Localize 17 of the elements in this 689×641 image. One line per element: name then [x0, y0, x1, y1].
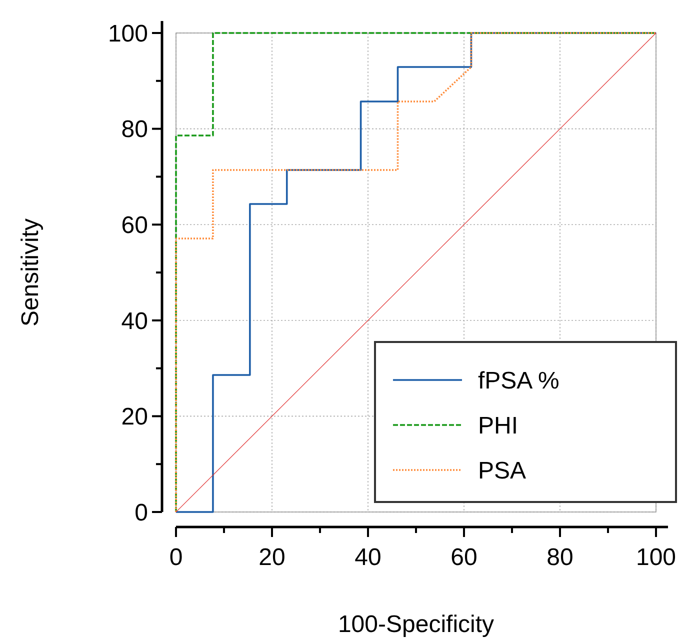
legend-label: PSA	[478, 457, 526, 484]
x-tick-label: 60	[450, 544, 478, 571]
legend-label: fPSA %	[478, 367, 560, 394]
x-tick-label: 80	[546, 544, 574, 571]
x-axis-title: 100-Specificity	[338, 611, 494, 638]
y-tick-label: 0	[134, 499, 148, 526]
y-axis-title: Sensitivity	[17, 218, 44, 327]
legend-label: PHI	[478, 412, 518, 440]
y-tick-label: 60	[121, 212, 148, 239]
x-tick-label: 40	[354, 544, 382, 571]
y-tick-label: 40	[121, 308, 148, 335]
x-tick-label: 20	[258, 544, 286, 571]
y-tick-label: 80	[121, 116, 148, 144]
y-tick-label: 100	[108, 20, 148, 48]
x-tick-label: 100	[636, 544, 676, 571]
y-tick-label: 20	[121, 404, 148, 431]
x-tick-label: 0	[169, 544, 183, 571]
